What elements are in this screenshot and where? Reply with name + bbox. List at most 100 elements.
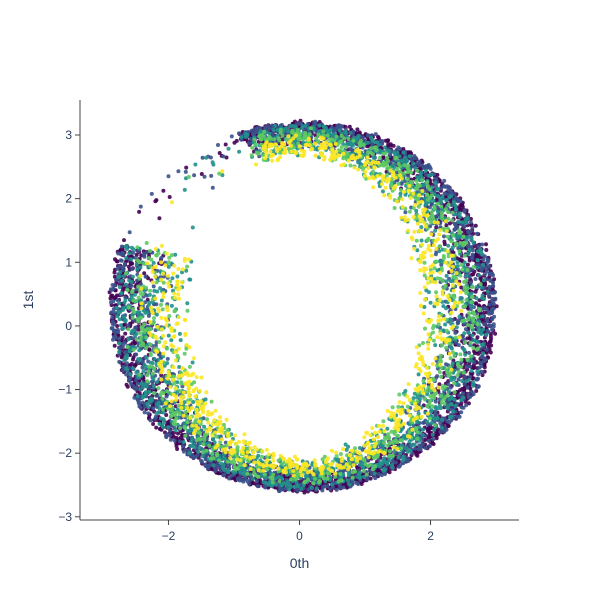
data-point xyxy=(277,475,282,479)
data-point xyxy=(313,122,318,127)
data-point xyxy=(442,429,447,434)
data-point xyxy=(117,317,122,322)
data-point xyxy=(436,194,440,199)
data-point xyxy=(411,156,416,161)
data-point xyxy=(366,133,371,138)
data-point xyxy=(288,483,292,488)
data-point xyxy=(314,136,319,141)
data-point xyxy=(132,333,137,338)
data-point xyxy=(343,442,348,447)
data-point xyxy=(434,225,439,230)
data-point xyxy=(137,404,142,409)
data-point xyxy=(121,326,126,331)
data-point xyxy=(346,141,351,146)
data-point xyxy=(483,357,488,362)
data-point xyxy=(438,225,443,230)
data-point xyxy=(435,268,440,273)
data-point xyxy=(401,150,406,155)
data-point xyxy=(147,292,152,297)
data-point xyxy=(119,244,124,249)
data-point xyxy=(115,298,120,303)
data-point xyxy=(226,146,231,151)
data-point xyxy=(271,127,276,132)
data-point xyxy=(455,260,460,265)
data-point xyxy=(128,348,132,353)
data-point xyxy=(487,284,492,289)
data-point xyxy=(462,224,467,229)
data-point xyxy=(463,304,467,309)
data-point xyxy=(404,446,409,451)
data-point xyxy=(449,345,454,350)
data-point xyxy=(438,196,443,201)
data-point xyxy=(204,155,209,160)
data-point xyxy=(129,257,134,262)
data-point xyxy=(438,200,443,204)
data-point xyxy=(173,428,178,433)
data-point xyxy=(392,165,397,170)
data-point xyxy=(190,436,195,441)
data-point xyxy=(399,181,404,186)
data-point xyxy=(482,365,487,370)
data-point xyxy=(254,129,259,134)
data-point xyxy=(493,331,498,336)
data-point xyxy=(254,479,259,483)
data-point xyxy=(469,368,474,373)
data-point xyxy=(237,149,242,154)
data-point xyxy=(151,260,156,265)
data-point xyxy=(137,401,142,406)
data-point xyxy=(412,391,417,396)
data-point xyxy=(181,440,186,445)
data-point xyxy=(184,268,189,273)
data-point xyxy=(211,436,216,441)
data-point xyxy=(466,392,471,397)
data-point xyxy=(182,400,187,405)
data-point xyxy=(293,124,298,129)
data-point xyxy=(465,336,470,341)
data-point xyxy=(122,238,126,243)
data-point xyxy=(477,365,482,370)
data-point xyxy=(443,425,447,430)
data-point xyxy=(468,374,473,379)
data-point xyxy=(136,357,141,361)
data-point xyxy=(454,325,459,330)
data-point xyxy=(120,250,125,255)
data-point xyxy=(403,155,407,160)
data-point xyxy=(442,397,446,402)
data-point xyxy=(338,123,343,128)
data-point xyxy=(151,284,156,289)
data-point xyxy=(124,282,128,287)
data-point xyxy=(411,161,416,166)
data-point xyxy=(482,369,487,374)
data-point xyxy=(414,208,419,213)
data-point xyxy=(494,304,499,309)
data-point xyxy=(117,359,122,364)
data-point xyxy=(166,425,171,430)
data-point xyxy=(481,262,486,267)
data-point xyxy=(157,421,162,426)
data-point xyxy=(187,451,192,456)
data-point xyxy=(451,409,456,414)
data-point xyxy=(425,419,430,424)
data-point xyxy=(459,410,464,415)
data-point xyxy=(177,365,182,369)
data-point xyxy=(458,214,463,219)
data-point xyxy=(258,148,262,153)
data-point xyxy=(224,155,229,160)
data-point xyxy=(462,228,467,233)
data-point xyxy=(226,464,231,469)
data-point xyxy=(133,363,138,368)
data-point xyxy=(423,164,428,169)
data-point xyxy=(296,127,300,132)
data-point xyxy=(321,129,326,134)
data-point xyxy=(446,216,451,221)
data-point xyxy=(359,462,364,467)
data-point xyxy=(188,428,192,433)
data-point xyxy=(176,431,180,436)
data-point xyxy=(470,333,475,338)
data-point xyxy=(350,142,355,146)
data-point xyxy=(322,484,327,489)
data-point xyxy=(376,136,381,140)
data-point xyxy=(459,360,464,365)
data-point xyxy=(157,406,162,411)
data-point xyxy=(129,336,134,341)
